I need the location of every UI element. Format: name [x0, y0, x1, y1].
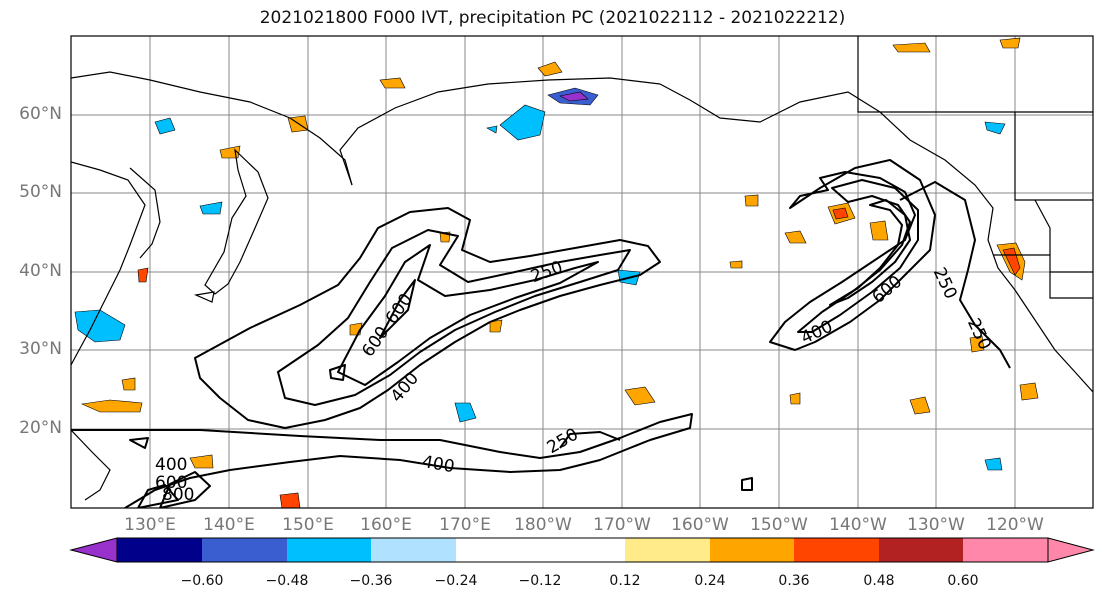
lat-label: 30°N: [19, 339, 62, 359]
lon-label: 120°W: [986, 515, 1044, 535]
colorbar-segment: [963, 538, 1048, 562]
ivt-contour-250-central: [194, 207, 661, 429]
map-frame: [70, 35, 1094, 509]
colorbar-segment: [794, 538, 879, 562]
colorbar-tick-label: −0.24: [434, 573, 478, 589]
colorbar-segment: [456, 538, 540, 562]
colorbar-tick-label: −0.12: [518, 573, 562, 589]
ivt-contour-600-east: [829, 199, 911, 306]
colorbar-tick-label: −0.48: [265, 573, 309, 589]
colorbar-tick-label: −0.36: [349, 573, 393, 589]
colorbar-extend-low: [69, 537, 118, 563]
ivt-contour-250-east: [769, 159, 936, 351]
colorbar-tick-label: 0.48: [863, 573, 895, 589]
lon-label: 130°E: [124, 515, 176, 535]
ivt-contour-250-ne: [559, 431, 621, 449]
map-panel: [71, 36, 1093, 508]
colorbar-segment: [710, 538, 794, 562]
contour-label: 400: [155, 455, 187, 475]
ivt-contour-small-3: [129, 437, 149, 449]
colorbar-extend-high: [1047, 537, 1095, 563]
colorbar-segment: [202, 538, 287, 562]
precip-shading: [74, 37, 1039, 508]
ivt-contour-250-south: [71, 413, 693, 508]
colorbar-segment: [879, 538, 963, 562]
ivt-contour-400-east: [797, 179, 919, 333]
lon-label: 160°W: [671, 515, 729, 535]
colorbar-segment: [117, 538, 202, 562]
colorbar-segment: [287, 538, 371, 562]
colorbar-tick-label: 0.24: [694, 573, 726, 589]
contour-label: 600: [155, 473, 187, 493]
ivt-contours: [71, 159, 1011, 508]
colorbar-segment: [625, 538, 710, 562]
lat-label: 50°N: [19, 182, 62, 202]
lon-label: 150°W: [750, 515, 808, 535]
colorbar-tick-label: 0.36: [778, 573, 810, 589]
lon-label: 170°E: [439, 515, 491, 535]
lat-label: 40°N: [19, 261, 62, 281]
ivt-contour-small-2: [741, 477, 753, 491]
map-title: 2021021800 F000 IVT, precipitation PC (2…: [259, 8, 846, 28]
lon-label: 130°W: [907, 515, 965, 535]
contour-label: 800: [162, 485, 194, 505]
colorbar-tick-label: 0.12: [609, 573, 641, 589]
ivt-contour-600-central: [337, 244, 599, 386]
lon-label: 140°E: [203, 515, 255, 535]
colorbar: [69, 537, 1095, 563]
colorbar-segment: [371, 538, 456, 562]
colorbar-segment: [540, 538, 625, 562]
ivt-contour-400-central: [277, 229, 631, 406]
ivt-contour-600-sw: [137, 484, 179, 508]
lon-label: 170°W: [593, 515, 651, 535]
lat-label: 60°N: [19, 104, 62, 124]
lon-label: 160°E: [360, 515, 412, 535]
colorbar-tick-label: −0.60: [180, 573, 224, 589]
colorbar-tick-label: 0.60: [947, 573, 979, 589]
ivt-contour-250-east-outer: [899, 181, 1011, 369]
ivt-contour-small-1: [329, 364, 346, 381]
lon-label: 140°W: [829, 515, 887, 535]
lat-label: 20°N: [19, 418, 62, 438]
ivt-contour-800-central: [379, 279, 416, 339]
lon-label: 180°W: [514, 515, 572, 535]
coastlines: [71, 36, 1093, 501]
lon-label: 150°E: [282, 515, 334, 535]
